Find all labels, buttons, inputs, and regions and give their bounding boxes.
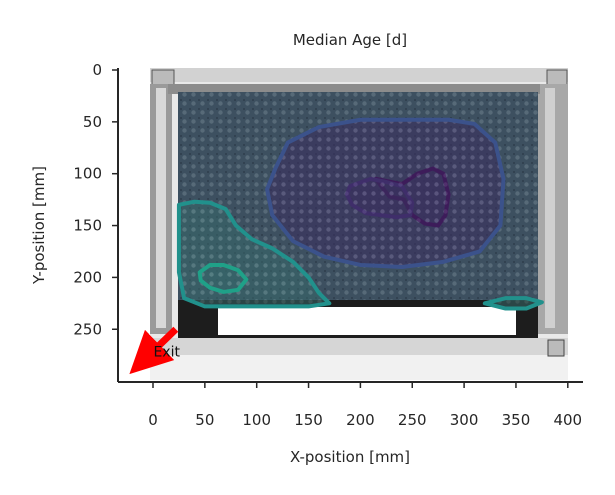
y-tick-label: 50 <box>83 113 102 131</box>
y-tick-label: 250 <box>73 320 102 338</box>
contour-high-5 <box>197 262 249 294</box>
chart-title: Median Age [d] <box>293 31 407 49</box>
x-ticks: 0 50 100 150 200 250 300 350 400 <box>148 382 582 429</box>
x-tick-label: 400 <box>553 411 582 429</box>
y-tick-label: 0 <box>92 61 102 79</box>
contour-layer <box>176 117 544 311</box>
x-tick-label: 0 <box>148 411 158 429</box>
y-ticks: 0 50 100 150 200 250 <box>73 61 118 338</box>
contour-mid-4 <box>482 296 544 311</box>
x-axis-label: X-position [mm] <box>290 448 410 466</box>
x-tick-label: 350 <box>502 411 531 429</box>
y-tick-label: 100 <box>73 165 102 183</box>
exit-label: Exit <box>153 345 180 361</box>
contour-mid-low-2 <box>265 117 506 270</box>
x-tick-label: 200 <box>346 411 375 429</box>
x-tick-label: 300 <box>450 411 479 429</box>
annotations: Exit <box>129 326 180 375</box>
x-tick-label: 250 <box>398 411 427 429</box>
x-tick-label: 50 <box>195 411 214 429</box>
x-tick-label: 150 <box>294 411 323 429</box>
x-tick-label: 100 <box>242 411 271 429</box>
y-tick-label: 200 <box>73 268 102 286</box>
y-tick-label: 150 <box>73 217 102 235</box>
exit-arrow <box>129 326 179 375</box>
y-axis-label: Y-position [mm] <box>30 166 48 285</box>
